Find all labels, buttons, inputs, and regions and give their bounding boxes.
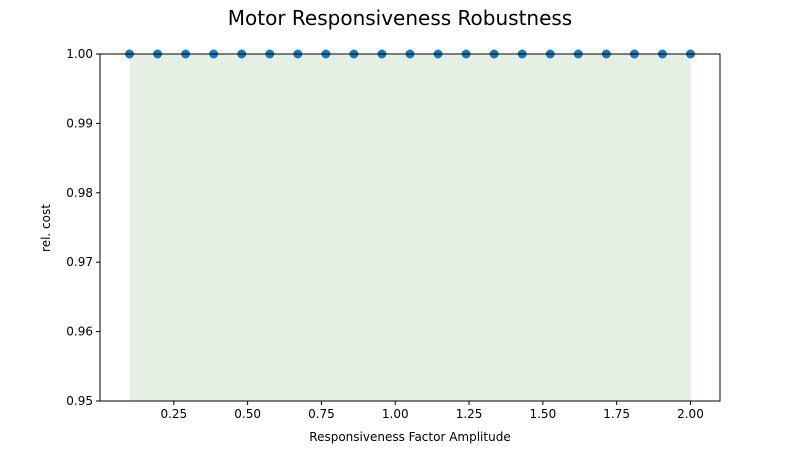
plot-area: 0.25 0.50 0.75 1.00 1.25 1.50 1.75 2.00 0.950.9… [66,47,721,421]
y-axis-ticks: 0.95 0.96 0.97 0.98 0.99 1.00 [66,47,100,408]
y-tick-label: 0.99 [66,116,93,130]
y-tick-label: 1.00 [66,47,93,61]
x-axis-ticks: 0.25 0.50 0.75 1.00 1.25 1.50 1.75 2.00 [160,401,704,421]
x-tick-label: 2.00 [677,407,704,421]
x-axis-label: Responsiveness Factor Amplitude [309,430,510,444]
y-axis-label: rel. cost [39,204,53,252]
shaded-band [129,54,691,401]
y-tick-label: 0.97 [66,255,93,269]
y-tick-label: 0.96 [66,325,93,339]
x-tick-label: 0.75 [308,407,335,421]
x-tick-label: 0.25 [160,407,187,421]
chart-title: Motor Responsiveness Robustness [228,6,572,30]
x-tick-label: 0.50 [234,407,261,421]
axes-frame [99,53,721,402]
x-tick-label: 1.25 [456,407,483,421]
x-tick-label: 1.75 [603,407,630,421]
x-tick-label: 1.50 [529,407,556,421]
y-tick-label: 0.98 [66,186,93,200]
x-tick-label: 1.00 [382,407,409,421]
y-tick-label: 0.95 [66,394,93,408]
shaded-band-layer [129,54,691,401]
